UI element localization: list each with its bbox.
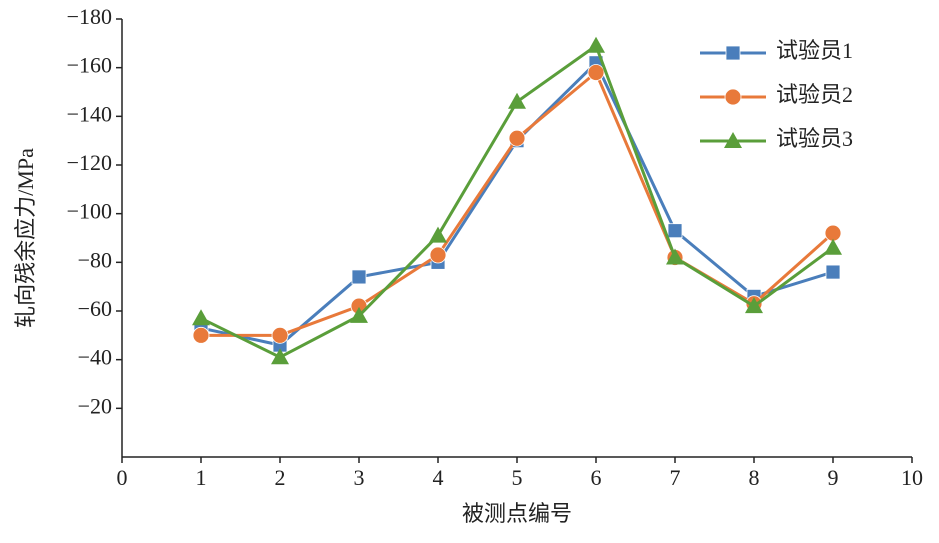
marker <box>587 36 605 53</box>
legend-marker <box>724 88 742 106</box>
marker <box>824 238 842 255</box>
y-tick-label: −40 <box>78 345 112 370</box>
y-tick-label: −20 <box>78 393 112 418</box>
y-tick-label: −120 <box>67 150 112 175</box>
x-tick-label: 8 <box>749 465 760 490</box>
legend-marker <box>725 45 741 61</box>
x-axis-label: 被测点编号 <box>462 501 572 526</box>
marker <box>192 309 210 326</box>
marker <box>825 264 841 280</box>
legend-label: 试验员1 <box>776 38 853 63</box>
y-tick-label: −160 <box>67 53 112 78</box>
marker <box>192 326 210 344</box>
y-tick-label: −60 <box>78 296 112 321</box>
marker <box>351 269 367 285</box>
legend-label: 试验员2 <box>776 82 853 107</box>
marker <box>587 64 605 81</box>
marker <box>666 248 684 265</box>
x-tick-label: 5 <box>512 465 523 490</box>
x-tick-label: 10 <box>901 465 923 490</box>
marker <box>429 226 447 243</box>
marker <box>429 246 447 264</box>
marker <box>508 92 526 109</box>
x-tick-label: 4 <box>433 465 444 490</box>
y-tick-label: −140 <box>67 101 112 126</box>
marker <box>667 223 683 239</box>
y-tick-label: −80 <box>78 247 112 272</box>
marker <box>271 348 289 365</box>
y-axis-label: 轧向残余应力/MPa <box>13 148 38 328</box>
marker <box>271 326 289 344</box>
x-tick-label: 9 <box>828 465 839 490</box>
marker <box>745 297 763 314</box>
x-tick-label: 2 <box>275 465 286 490</box>
x-tick-label: 7 <box>670 465 681 490</box>
x-tick-label: 1 <box>196 465 207 490</box>
marker <box>508 129 526 147</box>
y-tick-label: −180 <box>67 4 112 29</box>
x-tick-label: 6 <box>591 465 602 490</box>
legend-marker <box>724 132 742 148</box>
x-tick-label: 0 <box>117 465 128 490</box>
y-tick-label: −100 <box>67 199 112 224</box>
x-tick-label: 3 <box>354 465 365 490</box>
legend-label: 试验员3 <box>776 126 853 151</box>
marker <box>350 306 368 323</box>
